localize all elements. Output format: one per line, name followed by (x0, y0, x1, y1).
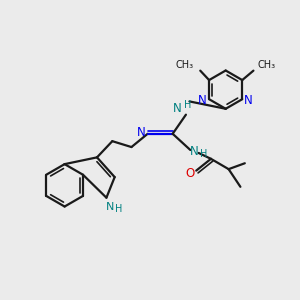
Text: O: O (186, 167, 195, 180)
Text: N: N (137, 126, 146, 139)
Text: H: H (115, 204, 122, 214)
Text: N: N (198, 94, 207, 107)
Text: H: H (200, 148, 207, 158)
Text: N: N (244, 94, 253, 107)
Text: N: N (190, 145, 198, 158)
Text: CH₃: CH₃ (176, 60, 194, 70)
Text: CH₃: CH₃ (258, 60, 276, 70)
Text: H: H (184, 100, 192, 110)
Text: N: N (173, 102, 182, 115)
Text: N: N (106, 202, 114, 212)
